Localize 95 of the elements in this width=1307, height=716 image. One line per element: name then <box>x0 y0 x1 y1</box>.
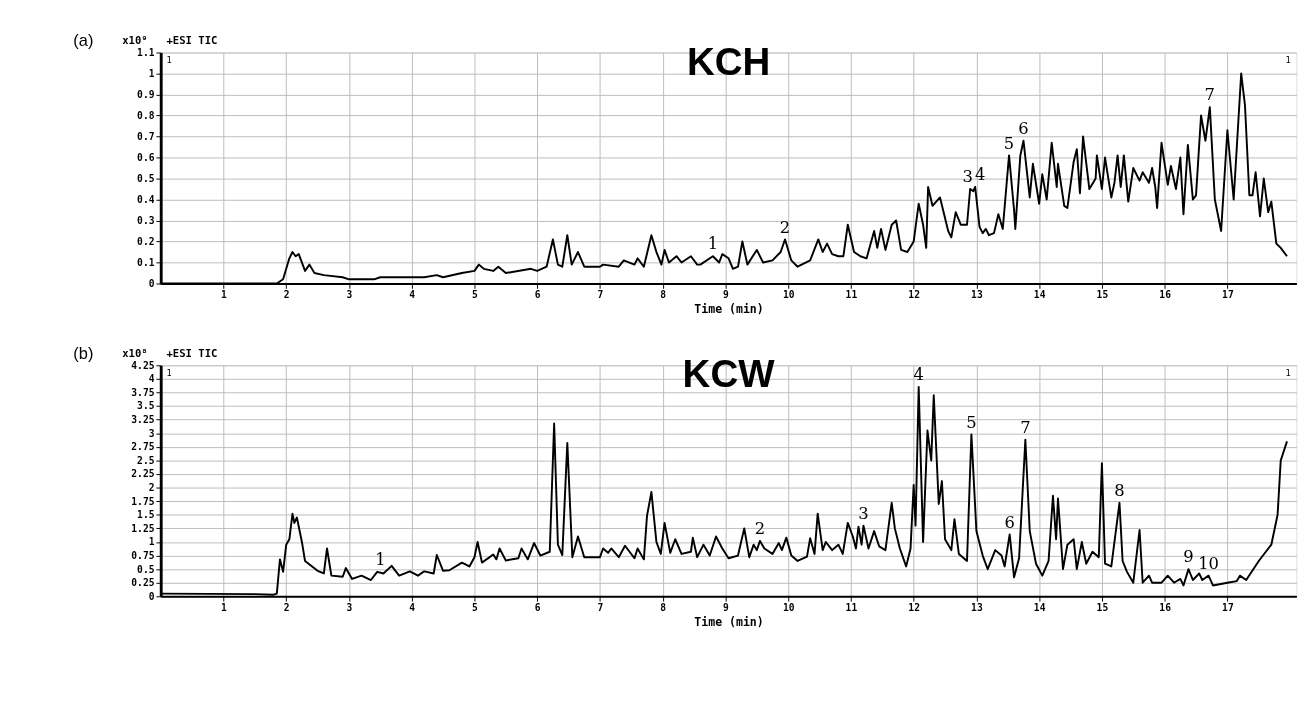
y-tick-label: 0.9 <box>137 88 155 100</box>
x-tick-label: 17 <box>1222 289 1234 301</box>
annotation: 6 <box>1004 512 1015 532</box>
text: (b) <box>73 343 94 362</box>
x-tick-label: 10 <box>782 289 795 301</box>
y-tick-label: 2 <box>148 481 155 493</box>
text: +ESI TIC <box>166 33 218 46</box>
x-tick-label: 15 <box>1096 602 1109 614</box>
annotation: 7 <box>1020 418 1031 438</box>
x-tick-label: 4 <box>409 602 416 614</box>
y-tick-label: 0.25 <box>131 577 155 589</box>
y-tick-label: 1.75 <box>131 495 155 507</box>
annotation: 1 <box>166 367 172 378</box>
y-tick-label: 3.75 <box>131 386 155 398</box>
x-tick-label: 13 <box>971 602 983 614</box>
x-tick-label: 1 <box>221 602 228 614</box>
annotation: 3 <box>858 503 869 523</box>
y-tick-label: 2.25 <box>131 468 155 480</box>
annotation: 1 <box>375 550 386 570</box>
x-tick-label: 13 <box>971 289 983 301</box>
x-tick-label: 11 <box>845 602 858 614</box>
chart-title: KCW <box>682 352 776 396</box>
x-tick-label: 14 <box>1033 289 1046 301</box>
text: x10⁸ <box>122 346 148 359</box>
x-tick-label: 15 <box>1096 289 1109 301</box>
x-tick-label: 16 <box>1159 602 1172 614</box>
annotation: 1 <box>1285 367 1291 378</box>
y-tick-label: 0.3 <box>137 214 155 226</box>
y-tick-label: 1 <box>148 536 155 548</box>
x-tick-label: 11 <box>845 289 858 301</box>
x-tick-label: 3 <box>346 602 353 614</box>
x-tick-label: 5 <box>472 289 479 301</box>
annotation: 1 <box>166 55 172 66</box>
x-tick-label: 12 <box>908 602 920 614</box>
y-tick-label: 0.1 <box>137 256 155 268</box>
annotation: 9 <box>1183 547 1194 567</box>
annotation: 2 <box>779 217 791 237</box>
y-tick-label: 1 <box>148 67 155 79</box>
x-tick-label: 4 <box>409 289 416 301</box>
y-tick-label: 3 <box>148 427 155 439</box>
annotation: 1 <box>707 234 719 254</box>
y-tick-label: 0.6 <box>137 151 155 163</box>
x-axis-title: Time (min) <box>694 301 764 316</box>
y-tick-label: 2.75 <box>131 441 155 453</box>
annotation: 6 <box>1018 118 1029 138</box>
y-tick-label: 1.25 <box>131 522 155 534</box>
x-tick-label: 6 <box>534 602 541 614</box>
x-tick-label: 10 <box>782 602 795 614</box>
annotation: 1 <box>1285 55 1291 66</box>
y-tick-label: 0.75 <box>131 549 155 561</box>
annotation: 10 <box>1198 553 1219 573</box>
x-tick-label: 1 <box>221 289 228 301</box>
y-tick-label: 1.1 <box>137 46 155 58</box>
x-tick-label: 8 <box>660 602 667 614</box>
annotation: 3 <box>962 167 973 187</box>
y-tick-label: 3.5 <box>137 400 155 412</box>
y-tick-label: 1.5 <box>137 509 155 521</box>
y-tick-label: 2.5 <box>137 454 155 466</box>
y-tick-label: 4.25 <box>131 359 155 371</box>
x-tick-label: 17 <box>1222 602 1234 614</box>
x-tick-label: 7 <box>597 602 604 614</box>
x-tick-label: 9 <box>723 602 730 614</box>
annotation: 5 <box>1003 133 1015 153</box>
annotation: 5 <box>966 412 977 432</box>
y-tick-label: 4 <box>148 373 155 385</box>
y-tick-label: 0.7 <box>137 130 155 142</box>
text: +ESI TIC <box>166 346 218 359</box>
text: (a) <box>73 30 94 49</box>
annotation: 4 <box>913 365 924 385</box>
x-tick-label: 6 <box>534 289 541 301</box>
x-tick-label: 3 <box>346 289 353 301</box>
text: x10⁹ <box>122 33 148 46</box>
y-tick-label: 0.5 <box>137 172 155 184</box>
y-tick-label: 3.25 <box>131 414 155 426</box>
annotation: 8 <box>1114 481 1125 501</box>
x-tick-label: 12 <box>908 289 920 301</box>
x-tick-label: 9 <box>723 289 730 301</box>
annotation: 4 <box>974 165 986 185</box>
y-tick-label: 0.4 <box>137 193 155 205</box>
y-tick-label: 0 <box>148 590 155 602</box>
x-tick-label: 16 <box>1159 289 1172 301</box>
y-tick-label: 0.5 <box>137 563 155 575</box>
x-tick-label: 8 <box>660 289 667 301</box>
x-tick-label: 14 <box>1033 602 1046 614</box>
annotation: 2 <box>754 519 766 539</box>
y-tick-label: 0.8 <box>137 109 155 121</box>
x-tick-label: 7 <box>597 289 604 301</box>
y-tick-label: 0 <box>148 277 155 289</box>
x-tick-label: 2 <box>283 602 290 614</box>
y-tick-label: 0.2 <box>137 235 155 247</box>
x-tick-label: 2 <box>283 289 290 301</box>
annotation: 7 <box>1204 85 1216 105</box>
chart-title: KCH <box>686 39 771 83</box>
x-axis-title: Time (min) <box>694 614 764 629</box>
x-tick-label: 5 <box>472 602 479 614</box>
